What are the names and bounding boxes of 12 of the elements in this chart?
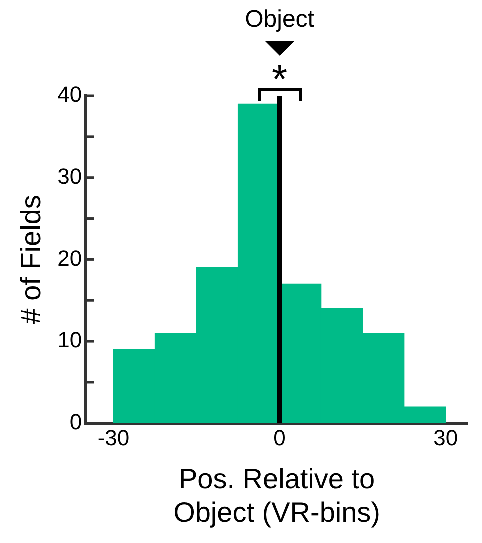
y-tick-label: 20: [58, 246, 82, 271]
ref-line-label: Object: [244, 6, 316, 34]
x-axis-title: Pos. Relative to Object (VR-bins): [174, 463, 381, 528]
y-tick-label: 10: [58, 328, 82, 353]
x-tick-label: 0: [274, 426, 286, 451]
x-tick-label: 30: [434, 426, 458, 451]
y-axis-title: # of Fields: [16, 195, 47, 324]
annotation: *: [271, 58, 289, 102]
y-tick-label: 30: [58, 164, 82, 189]
x-tick-label: -30: [98, 426, 130, 451]
y-tick-label: 40: [58, 82, 82, 108]
y-tick-label: 0: [70, 409, 82, 434]
